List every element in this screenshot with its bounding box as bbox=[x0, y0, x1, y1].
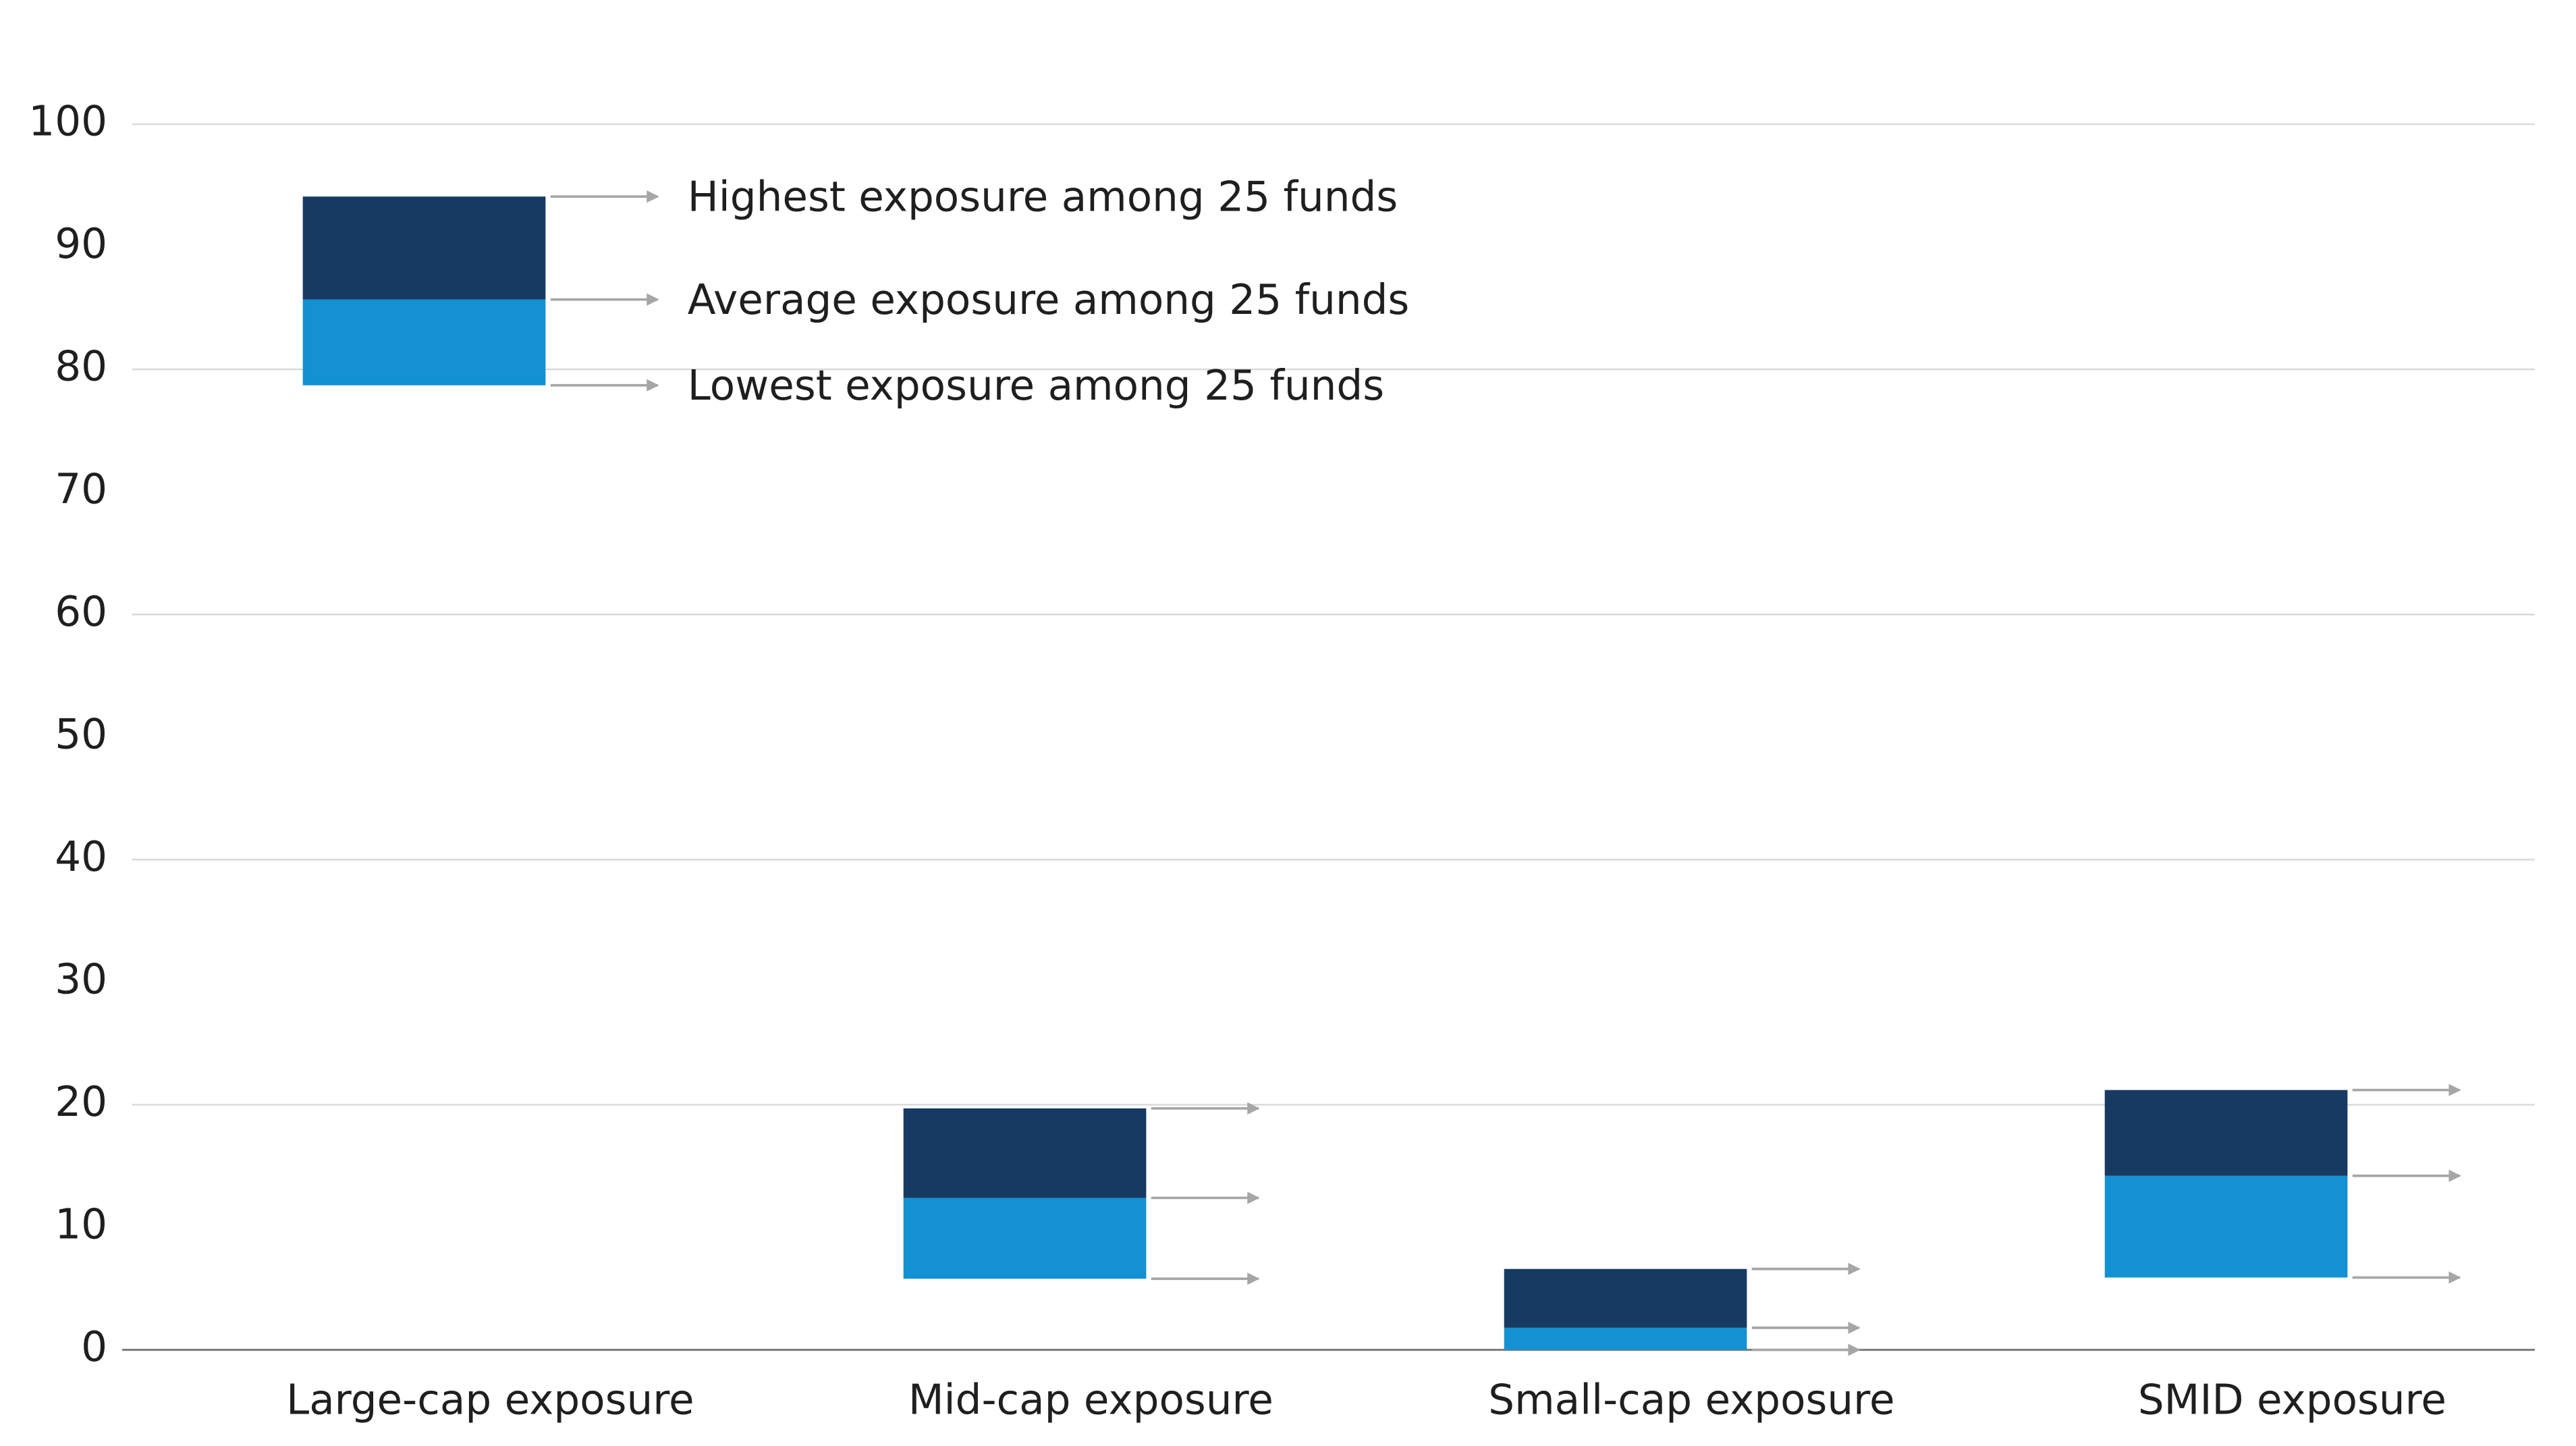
annotation: Average exposure among 25 funds bbox=[688, 276, 1410, 324]
y-tick-label: 10 bbox=[55, 1201, 107, 1249]
y-tick-label: 100 bbox=[28, 98, 107, 146]
bar-lower bbox=[302, 299, 546, 385]
y-tick-label: 50 bbox=[55, 710, 107, 758]
y-tick-label: 70 bbox=[55, 465, 107, 513]
x-tick-label: Large-cap exposure bbox=[286, 1376, 694, 1424]
y-tick-label: 90 bbox=[55, 220, 107, 268]
y-tick-label: 20 bbox=[55, 1078, 107, 1126]
bar-upper bbox=[2104, 1090, 2348, 1176]
bar-upper bbox=[302, 196, 546, 300]
y-tick-label: 80 bbox=[55, 343, 107, 391]
x-tick-label: Mid-cap exposure bbox=[908, 1376, 1273, 1424]
bar-lower bbox=[1504, 1327, 1747, 1350]
y-tick-label: 60 bbox=[55, 588, 107, 636]
bar-lower bbox=[2104, 1175, 2348, 1278]
x-tick-label: Small-cap exposure bbox=[1488, 1376, 1894, 1424]
y-tick-label: 40 bbox=[55, 833, 107, 881]
bar-upper bbox=[903, 1108, 1147, 1198]
y-tick-label: 0 bbox=[81, 1323, 107, 1371]
annotation: Lowest exposure among 25 funds bbox=[688, 362, 1384, 410]
y-tick-label: 30 bbox=[55, 955, 107, 1003]
bar-upper bbox=[1504, 1268, 1747, 1328]
bar-lower bbox=[903, 1198, 1147, 1279]
x-tick-label: SMID exposure bbox=[2138, 1376, 2446, 1424]
annotation: Highest exposure among 25 funds bbox=[688, 173, 1398, 221]
